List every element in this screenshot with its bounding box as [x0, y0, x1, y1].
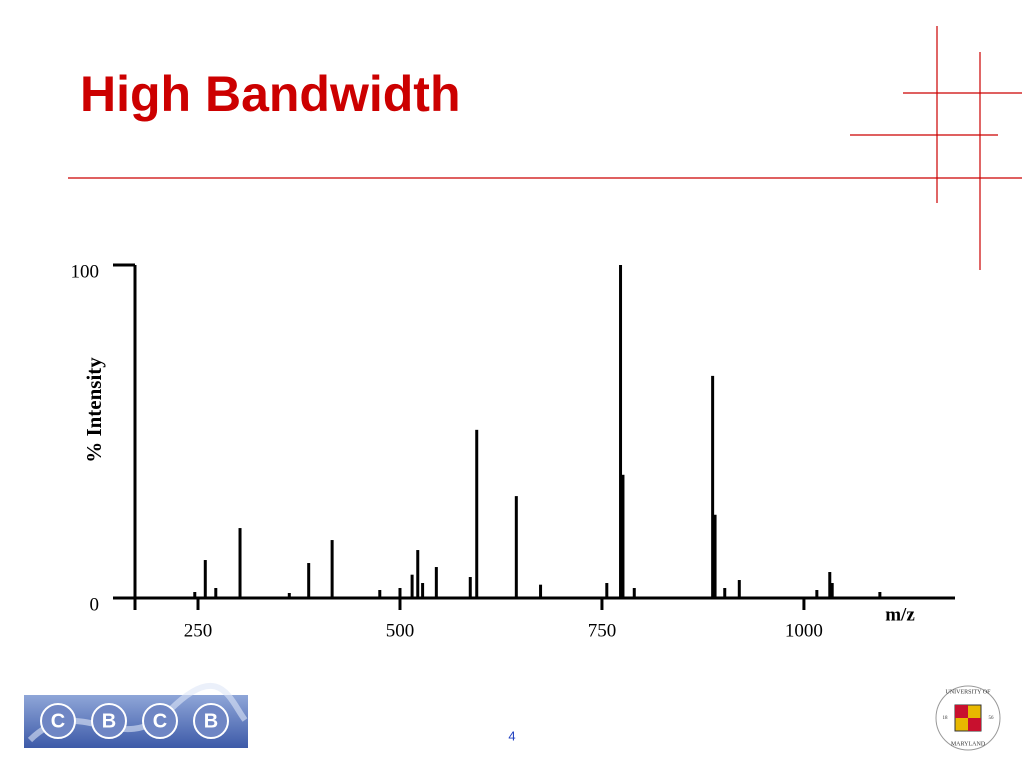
peak — [830, 583, 834, 598]
peak — [632, 588, 636, 598]
seal-text: 56 — [989, 716, 995, 721]
seal-text: UNIVERSITY OF — [946, 689, 992, 695]
seal-text: 18 — [943, 716, 949, 721]
peak — [416, 550, 420, 598]
logo-letter: B — [102, 710, 116, 732]
peak — [287, 593, 291, 598]
peak — [468, 577, 472, 598]
x-tick-label: 500 — [386, 620, 415, 641]
decoration — [68, 26, 1022, 270]
logo-letter: B — [204, 710, 218, 732]
peak — [475, 429, 479, 598]
peak — [619, 265, 623, 598]
slide-title: High Bandwidth — [80, 66, 461, 122]
peak — [307, 563, 311, 598]
logo-letter: C — [51, 710, 65, 732]
y-axis-label: % Intensity — [82, 357, 106, 463]
cbcb-logo: C B C B — [24, 682, 248, 748]
x-tick-label: 750 — [588, 620, 617, 641]
peak — [434, 567, 438, 598]
peak — [711, 375, 715, 598]
peak — [193, 592, 197, 598]
peak — [421, 583, 425, 598]
peak — [398, 588, 402, 598]
seal-text: MARYLAND — [951, 741, 986, 747]
x-tick-label: 250 — [184, 620, 213, 641]
x-axis-label: m/z — [885, 604, 915, 625]
page-number: 4 — [508, 728, 515, 743]
x-tick-label: 1000 — [785, 620, 823, 641]
peak — [214, 588, 218, 598]
y-tick-label: 0 — [90, 594, 100, 615]
peak — [737, 580, 741, 598]
peak — [203, 560, 207, 598]
peak — [605, 583, 609, 598]
peak — [878, 592, 882, 598]
umd-seal: UNIVERSITY OF MARYLAND 18 56 — [935, 685, 1001, 751]
peak — [330, 540, 334, 598]
peak — [621, 474, 625, 598]
peak — [539, 584, 543, 598]
peak — [238, 528, 242, 598]
peak — [410, 574, 414, 598]
logo-letter: C — [153, 710, 167, 732]
peak — [514, 496, 518, 598]
peak — [378, 590, 382, 598]
peak — [815, 590, 819, 598]
peak — [828, 572, 832, 598]
y-tick-label: 100 — [71, 261, 100, 282]
peak — [713, 514, 717, 598]
peak — [723, 588, 727, 598]
